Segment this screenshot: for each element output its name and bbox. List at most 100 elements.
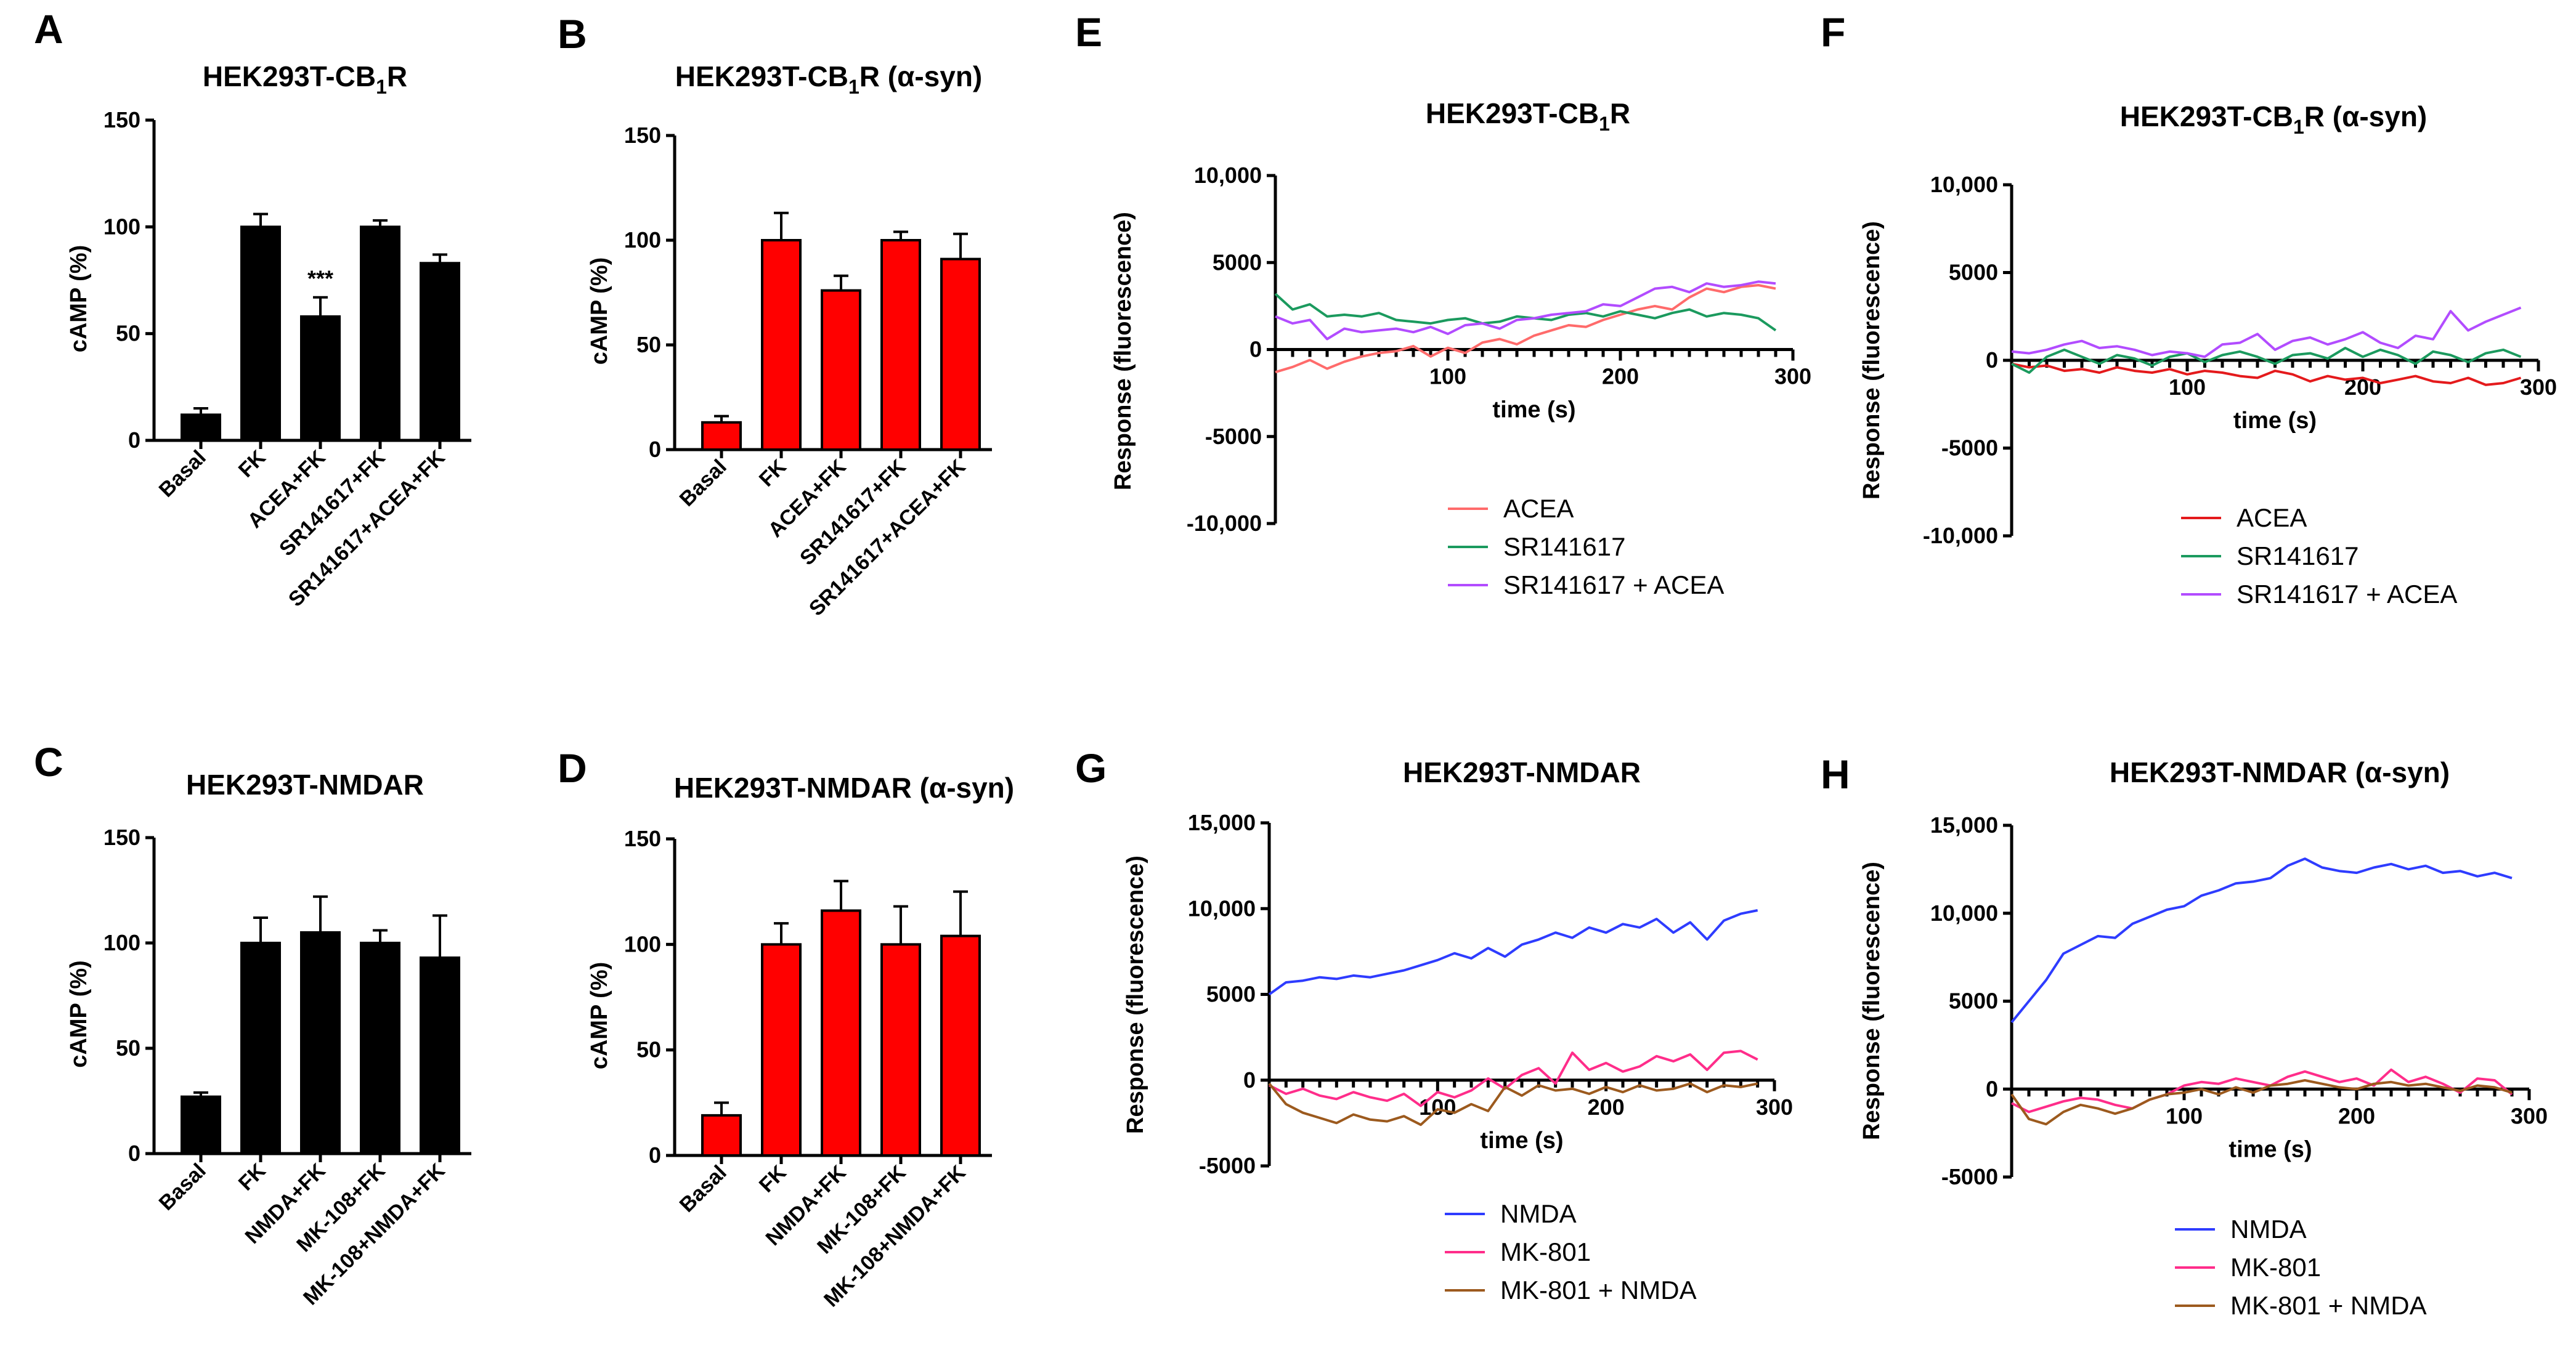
category-label: FK <box>755 455 791 491</box>
x-tick-label: 200 <box>1588 1094 1625 1120</box>
y-tick-label: 100 <box>104 214 140 239</box>
series-line <box>1269 1050 1758 1107</box>
legend-label: ACEA <box>2237 503 2307 532</box>
panel-letter: G <box>1075 745 1107 791</box>
legend-label: MK-801 <box>1500 1237 1591 1266</box>
bar <box>821 909 861 1157</box>
bar <box>360 225 400 442</box>
x-tick-label: 100 <box>1419 1094 1456 1120</box>
panel-B: B HEK293T-CB1R (α-syn) 0 50 100 150 cAMP (%) Ba… <box>558 11 992 621</box>
y-tick-label: 100 <box>624 931 661 957</box>
panel-title: HEK293T-NMDAR <box>186 769 424 801</box>
y-tick-label: 0 <box>649 1143 661 1168</box>
y-tick-label: 5000 <box>1206 982 1256 1007</box>
y-tick-label: 5000 <box>1949 260 1998 285</box>
legend-label: NMDA <box>2230 1215 2307 1244</box>
panel-title: HEK293T-CB1R <box>1426 97 1630 135</box>
series-line <box>2011 347 2522 374</box>
y-tick-label: -10,000 <box>1923 523 1998 548</box>
bar <box>940 257 981 451</box>
y-tick-label: -10,000 <box>1187 511 1262 536</box>
x-tick-label: 200 <box>2338 1103 2375 1128</box>
bar <box>761 943 802 1157</box>
x-tick-label: 300 <box>1774 364 1811 389</box>
bar <box>181 413 221 442</box>
legend-label: NMDA <box>1500 1199 1577 1228</box>
y-tick-label: 0 <box>128 1141 140 1166</box>
series-line <box>1275 284 1776 374</box>
bar <box>761 239 802 451</box>
panel-title: HEK293T-CB1R <box>203 60 407 98</box>
category-label: Basal <box>155 1159 211 1215</box>
y-tick-label: -5000 <box>1941 435 1998 461</box>
bar <box>240 942 281 1155</box>
y-tick-label: 5000 <box>1949 989 1998 1014</box>
y-tick-label: 0 <box>1249 337 1262 362</box>
category-label: FK <box>234 445 270 482</box>
y-tick-label: 10,000 <box>1930 172 1998 197</box>
legend-label: SR141617 + ACEA <box>2237 580 2457 609</box>
y-tick-label: 5000 <box>1213 249 1262 275</box>
bar <box>300 931 341 1155</box>
series-line <box>2010 1079 2513 1126</box>
panel-letter: A <box>34 6 63 52</box>
series-line <box>1268 1082 1758 1127</box>
series-line <box>2011 306 2522 358</box>
panel-title: HEK293T-NMDAR (α-syn) <box>674 772 1014 804</box>
x-axis-label: time (s) <box>1492 397 1575 423</box>
y-tick-label: 50 <box>116 321 140 346</box>
legend-label: ACEA <box>1503 494 1574 523</box>
bar <box>701 1114 742 1157</box>
y-tick-label: -5000 <box>1205 424 1262 449</box>
category-label: Basal <box>675 1161 731 1217</box>
y-axis-label: cAMP (%) <box>66 960 92 1068</box>
category-label: SR141617+FK <box>795 455 911 570</box>
y-tick-label: 150 <box>104 107 140 132</box>
bar <box>420 262 460 442</box>
x-tick-label: 200 <box>1602 364 1639 389</box>
panel-letter: C <box>34 739 63 785</box>
y-tick-label: 50 <box>636 332 661 357</box>
series-line <box>1275 280 1776 341</box>
legend-label: MK-801 + NMDA <box>1500 1276 1697 1305</box>
category-label: FK <box>755 1160 791 1197</box>
series-line <box>2011 362 2522 386</box>
panel-title: HEK293T-CB1R (α-syn) <box>2120 100 2428 138</box>
y-tick-label: 150 <box>104 825 140 850</box>
panel-D: D HEK293T-NMDAR (α-syn) 0 50 100 150 cAMP (%) B… <box>558 745 1014 1311</box>
x-axis-label: time (s) <box>2229 1136 2312 1162</box>
category-label: SR141617+FK <box>275 445 390 560</box>
y-tick-label: 15,000 <box>1930 812 1998 838</box>
y-tick-label: 150 <box>624 826 661 851</box>
bar <box>701 421 742 451</box>
y-axis-label: Response (fluorescence) <box>1859 862 1885 1140</box>
y-tick-label: 0 <box>1243 1067 1256 1093</box>
y-tick-label: 0 <box>1986 1076 1998 1101</box>
bar <box>300 315 341 442</box>
y-tick-label: 50 <box>116 1035 140 1061</box>
bar <box>880 943 921 1157</box>
y-tick-label: 10,000 <box>1188 896 1256 921</box>
y-tick-label: 100 <box>624 227 661 253</box>
x-tick-label: 300 <box>2511 1103 2548 1128</box>
y-axis-label: cAMP (%) <box>587 257 612 365</box>
y-axis-label: Response (fluorescence) <box>1859 221 1885 500</box>
bar <box>940 934 981 1157</box>
bar <box>360 942 400 1155</box>
x-tick-label: 100 <box>2166 1103 2203 1128</box>
bar <box>240 225 281 442</box>
panel-letter: B <box>558 11 587 57</box>
x-tick-label: 300 <box>2520 374 2557 400</box>
series-line <box>2011 1068 2513 1114</box>
y-tick-label: 0 <box>128 427 140 453</box>
panel-title: HEK293T-NMDAR (α-syn) <box>2110 756 2450 788</box>
legend-label: SR141617 <box>1503 532 1626 561</box>
bar <box>821 289 861 451</box>
legend-label: SR141617 <box>2237 541 2359 570</box>
bar <box>181 1095 221 1155</box>
legend-label: MK-801 + NMDA <box>2230 1291 2427 1320</box>
panel-H: H HEK293T-NMDAR (α-syn) -5000 0 5000 10,000 15… <box>1821 751 2548 1320</box>
